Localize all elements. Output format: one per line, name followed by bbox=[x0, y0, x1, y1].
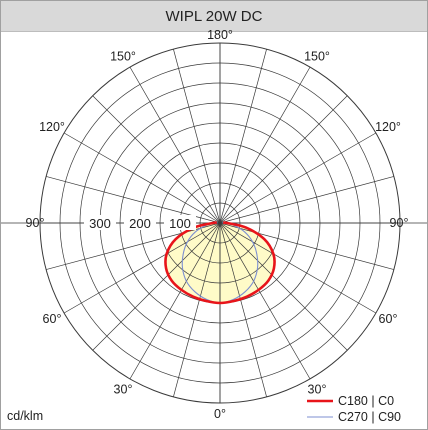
angle-label: 150° bbox=[110, 50, 136, 64]
grid-spoke bbox=[219, 222, 267, 397]
grid-spoke bbox=[129, 66, 221, 224]
series-lines bbox=[164, 221, 276, 305]
radial-tick-label: 200 bbox=[129, 216, 151, 231]
radial-label-bg bbox=[164, 215, 196, 230]
unit-label: cd/klm bbox=[7, 409, 43, 423]
radial-label-bg bbox=[124, 215, 156, 230]
chart-title-bar: WIPL 20W DC bbox=[1, 1, 427, 32]
grid-spoke bbox=[129, 222, 221, 380]
legend-label: C270 | C90 bbox=[338, 410, 401, 424]
grid-spoke bbox=[219, 132, 377, 224]
grid-spoke bbox=[92, 222, 221, 351]
legend-label: C180 | C0 bbox=[338, 394, 394, 408]
angle-label: 30° bbox=[308, 382, 327, 396]
angle-label: 60° bbox=[379, 312, 398, 326]
grid-spoke bbox=[173, 49, 221, 224]
radial-tick-label: 100 bbox=[169, 216, 191, 231]
grid-spoke bbox=[173, 222, 221, 397]
grid-spoke bbox=[92, 95, 221, 224]
series-line-c180-c0 bbox=[164, 221, 276, 305]
angle-label: 30° bbox=[114, 382, 133, 396]
angle-label: 180° bbox=[207, 28, 233, 42]
grid-spoke bbox=[63, 132, 221, 224]
chart-title: WIPL 20W DC bbox=[165, 7, 263, 25]
grid-spoke bbox=[219, 222, 348, 351]
grid-spoke bbox=[219, 222, 311, 380]
grid-spoke bbox=[219, 49, 267, 224]
grid-spoke bbox=[219, 95, 348, 224]
angle-label: 120° bbox=[39, 120, 65, 134]
radial-label-bg bbox=[84, 215, 116, 230]
grid-spoke bbox=[219, 66, 311, 224]
angle-labels: 0° 30° 60° 90° 120° 150° 180° 30° 60° 90° 120° 150° bbox=[26, 28, 409, 421]
angle-label: 120° bbox=[375, 120, 401, 134]
angle-label: 150° bbox=[304, 50, 330, 64]
angle-label: 60° bbox=[43, 312, 62, 326]
grid-spoke bbox=[219, 176, 394, 224]
grid-spoke bbox=[46, 222, 221, 270]
grid-spoke bbox=[63, 222, 221, 314]
grid-spoke bbox=[219, 222, 394, 270]
angle-label: 90° bbox=[26, 216, 45, 230]
radial-tick-labels: 100 200 300 bbox=[84, 215, 196, 231]
angle-label: 0° bbox=[214, 407, 226, 421]
legend: C180 | C0 C270 | C90 bbox=[307, 394, 401, 424]
grid-spoke bbox=[219, 222, 377, 314]
angle-label: 90° bbox=[390, 216, 409, 230]
radial-tick-label: 300 bbox=[89, 216, 111, 231]
